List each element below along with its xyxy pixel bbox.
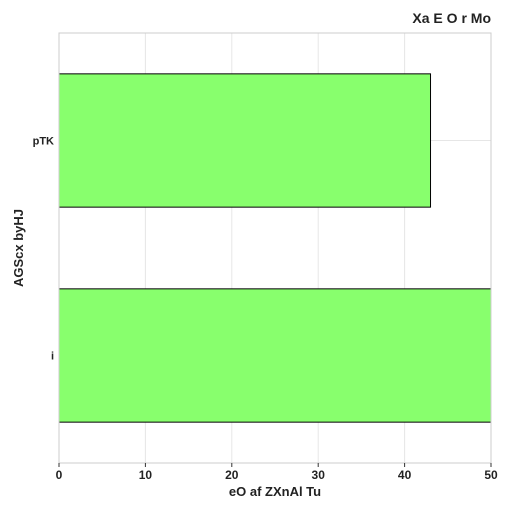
- x-tick-label: 40: [398, 468, 412, 482]
- bar: [58, 73, 432, 208]
- y-axis-categories: pTK i: [33, 136, 54, 363]
- x-tick-label: 50: [484, 468, 498, 482]
- chart-title: Xa E O r Mo: [412, 10, 491, 26]
- y-category-label: pTK: [33, 136, 54, 148]
- x-tick-label: 0: [56, 468, 63, 482]
- x-tick-label: 20: [225, 468, 239, 482]
- y-axis-label: AGScx byHJ: [11, 209, 26, 287]
- x-tick-label: 10: [139, 468, 153, 482]
- bars: [58, 73, 492, 423]
- x-axis-ticks: 0 10 20 30 40 50: [56, 463, 498, 482]
- y-category-label: i: [51, 351, 54, 363]
- x-tick-label: 30: [312, 468, 326, 482]
- x-axis-label: eO af ZXnAl Tu: [229, 484, 321, 499]
- bar: [58, 288, 492, 423]
- plot-frame: [58, 32, 492, 464]
